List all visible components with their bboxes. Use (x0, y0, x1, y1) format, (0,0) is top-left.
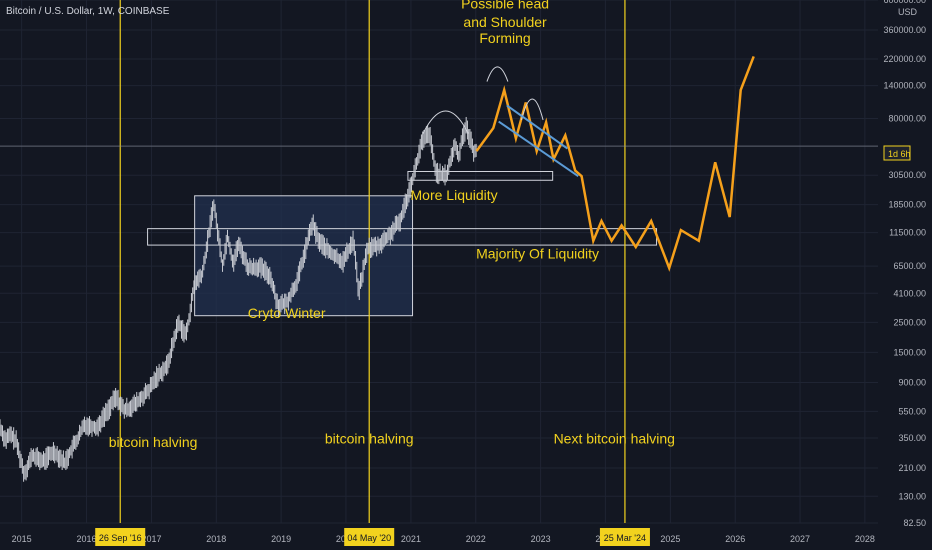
current-price-tag-label: 1d 6h (888, 149, 911, 159)
time-tick-label: 2027 (790, 534, 810, 544)
halving-date-label: 25 Mar '24 (604, 533, 646, 543)
price-tick-label: 4100.00 (893, 288, 926, 298)
price-tick-label: 11500.00 (889, 228, 926, 238)
annotation-label: Possible head (461, 0, 549, 11)
head-shoulder-arc (520, 98, 544, 121)
annotation-layer: bitcoin halving bitcoin halving Next bitco… (109, 0, 675, 450)
time-tick-label: 2022 (466, 534, 486, 544)
time-tick-label: 2025 (660, 534, 680, 544)
time-tick-label: 2018 (206, 534, 226, 544)
time-tick-label: 2026 (725, 534, 745, 544)
halving-date-tag (344, 528, 395, 546)
price-tick-label: 80000.00 (888, 114, 926, 124)
price-tick-label: 2500.00 (893, 317, 926, 327)
annotation-label: and Shoulder (463, 14, 547, 30)
price-tick-label: 30500.00 (888, 170, 926, 180)
halving-lines (119, 0, 626, 523)
price-tick-label: 1500.00 (893, 347, 926, 357)
channel-line-lower (498, 120, 579, 178)
price-tick-label: 18500.00 (888, 200, 926, 210)
price-tick-label: 140000.00 (883, 81, 926, 91)
time-tick-label: 2019 (271, 534, 291, 544)
price-history-series (0, 116, 477, 482)
annotation-label: Forming (479, 30, 530, 46)
halving-date-label: 26 Sep '16 (99, 533, 142, 543)
annotation-label: More Liquidity (411, 187, 498, 203)
halving-date-tag (599, 528, 650, 546)
time-tick-label: 2023 (531, 534, 551, 544)
price-tick-label: 900.00 (898, 377, 926, 387)
halving-date-tag (95, 528, 146, 546)
descending-channel (498, 104, 579, 178)
time-tick-label: 2017 (141, 534, 161, 544)
price-tick-label: 82.50 (903, 518, 926, 528)
currency-label: USD (898, 7, 918, 17)
time-tick-label: 2021 (401, 534, 421, 544)
price-tick-label: 360000.00 (883, 25, 926, 35)
annotation-label: Next bitcoin halving (554, 430, 675, 446)
price-tick-label: 130.00 (898, 491, 926, 501)
head-shoulder-arc (486, 66, 509, 82)
symbol-label[interactable]: Bitcoin / U.S. Dollar, 1W, COINBASE (6, 6, 170, 17)
more-liquidity-box (407, 170, 554, 181)
head-shoulder-arc (422, 110, 469, 134)
price-tick-label: 550.00 (898, 406, 926, 416)
projection-series (475, 55, 755, 272)
halving-date-tags: 26 Sep '16 04 May '20 25 Mar '24 (95, 528, 650, 546)
price-tick-label: 220000.00 (883, 54, 926, 64)
annotation-label: bitcoin halving (325, 430, 414, 446)
price-tick-label: 6500.00 (893, 261, 926, 271)
time-tick-label: 2016 (76, 534, 96, 544)
projection-line (475, 55, 755, 272)
time-tick-label: 2028 (855, 534, 875, 544)
time-tick-label: 2015 (12, 534, 32, 544)
channel-line-upper (506, 104, 568, 150)
annotation-label: Majority Of Liquidity (476, 246, 599, 262)
annotation-label: Cryto Winter (248, 305, 326, 321)
price-tick-label: 600000.00 (883, 0, 926, 5)
price-tick-label: 350.00 (898, 433, 926, 443)
price-axis[interactable]: 82.50 130.00 210.00 350.00 550.00 900.00 1500.… (883, 0, 926, 528)
head-shoulder-arcs (422, 66, 544, 134)
current-price-tag: 1d 6h (883, 145, 911, 161)
annotation-label: bitcoin halving (109, 434, 198, 450)
price-tick-label: 210.00 (898, 463, 926, 473)
halving-date-label: 04 May '20 (347, 533, 391, 543)
